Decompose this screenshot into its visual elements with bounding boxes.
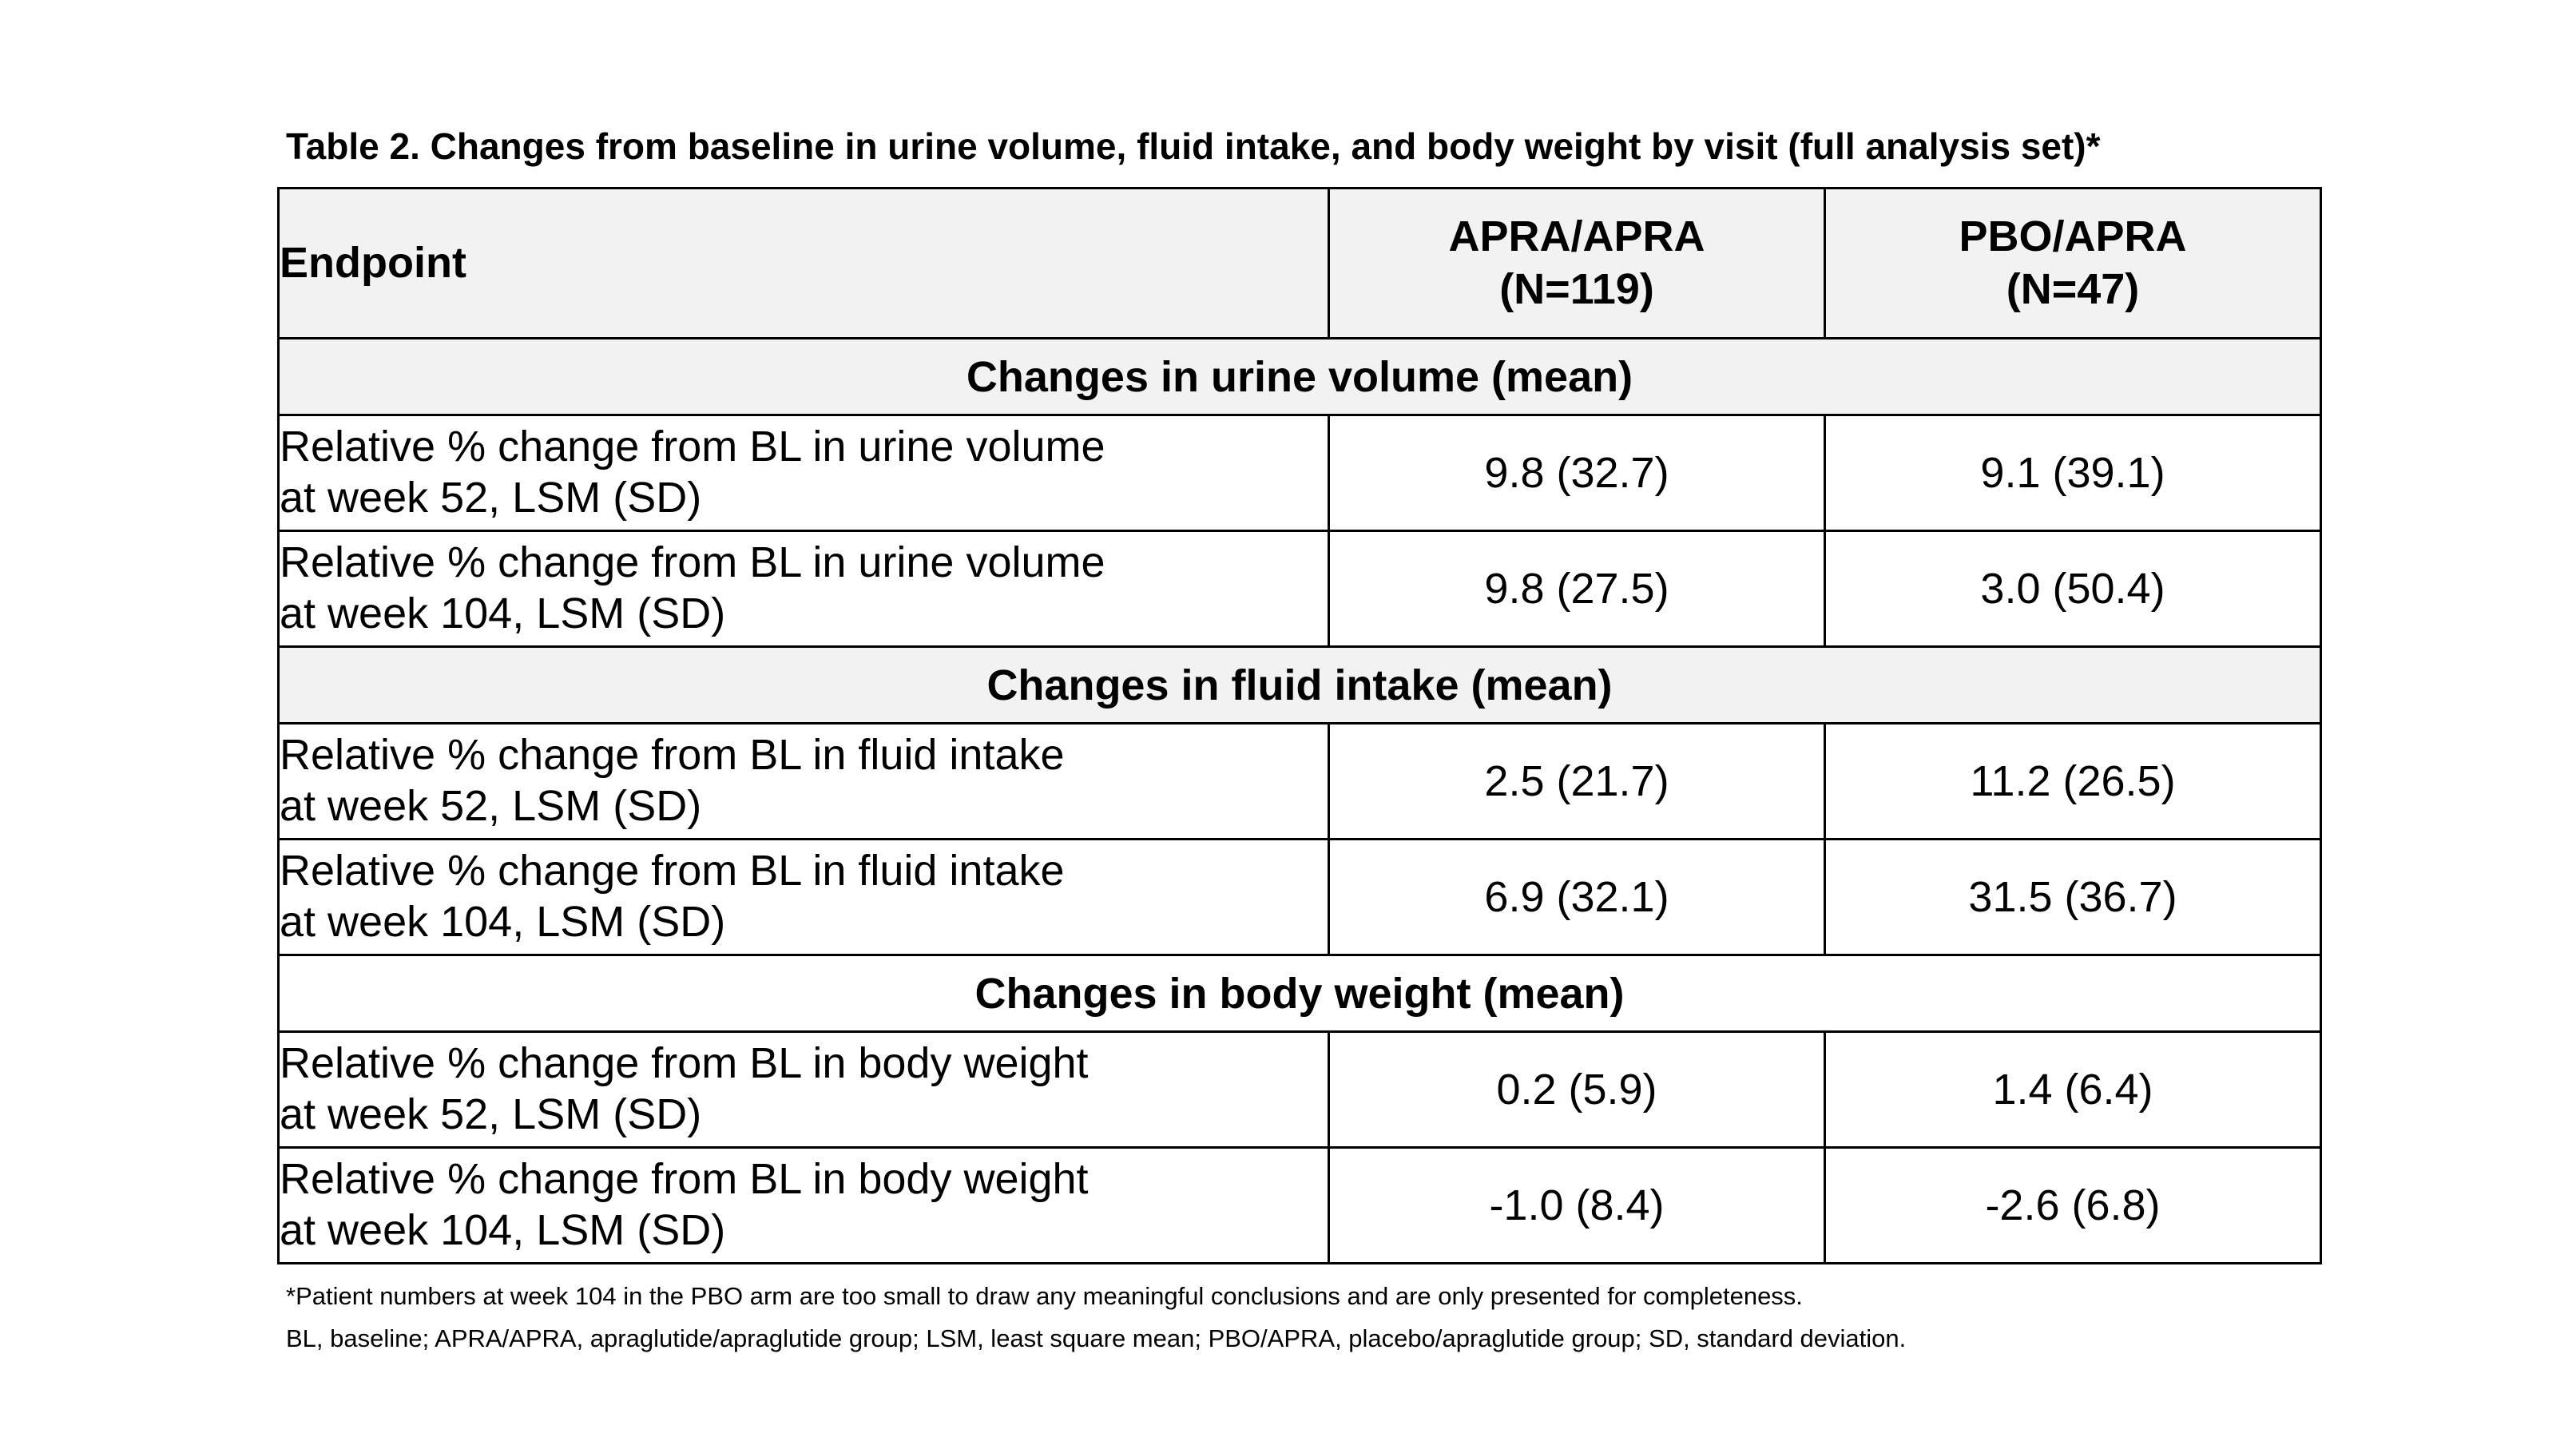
row-label-line2: at week 104, LSM (SD) [280,1206,726,1254]
section-header-fluid-intake: Changes in fluid intake (mean) [277,645,2322,724]
header-pbo-apra-n: (N=47) [2006,264,2140,313]
cell-pbo-apra: 31.5 (36.7) [1824,838,2322,956]
cell-pbo-apra: 1.4 (6.4) [1824,1030,2322,1149]
cell-pbo-apra: 9.1 (39.1) [1824,414,2322,532]
row-label-line2: at week 52, LSM (SD) [280,474,702,522]
footnote-patient-numbers: *Patient numbers at week 104 in the PBO … [286,1282,1803,1310]
cell-pbo-apra: 11.2 (26.5) [1824,722,2322,840]
header-endpoint: Endpoint [277,187,1330,339]
row-label-line1: Relative % change from BL in fluid intak… [280,847,1065,895]
header-pbo-apra: PBO/APRA (N=47) [1824,187,2322,339]
table-row: Relative % change from BL in body weight… [277,1146,2322,1264]
table-row: Relative % change from BL in body weight… [277,1030,2322,1149]
table-row: Relative % change from BL in fluid intak… [277,722,2322,840]
row-label-line2: at week 104, LSM (SD) [280,898,726,946]
header-apra-apra-n: (N=119) [1499,264,1654,313]
row-label-line2: at week 104, LSM (SD) [280,590,726,637]
section-title: Changes in body weight (mean) [277,954,2322,1033]
table-row: Relative % change from BL in fluid intak… [277,838,2322,956]
cell-apra-apra: -1.0 (8.4) [1328,1146,1826,1264]
table-header-row: Endpoint APRA/APRA (N=119) PBO/APRA (N=4… [277,187,2322,339]
header-pbo-apra-name: PBO/APRA [1959,212,2187,260]
row-label: Relative % change from BL in urine volum… [277,414,1330,532]
row-label-line1: Relative % change from BL in urine volum… [280,423,1105,471]
header-apra-apra: APRA/APRA (N=119) [1328,187,1826,339]
cell-apra-apra: 6.9 (32.1) [1328,838,1826,956]
header-apra-apra-name: APRA/APRA [1448,212,1705,260]
section-title: Changes in fluid intake (mean) [277,645,2322,724]
row-label: Relative % change from BL in urine volum… [277,530,1330,648]
row-label: Relative % change from BL in body weight… [277,1146,1330,1264]
row-label: Relative % change from BL in fluid intak… [277,838,1330,956]
section-title: Changes in urine volume (mean) [277,337,2322,416]
row-label-line1: Relative % change from BL in fluid intak… [280,731,1065,780]
footnote-abbreviations: BL, baseline; APRA/APRA, apraglutide/apr… [286,1324,1907,1352]
row-label: Relative % change from BL in body weight… [277,1030,1330,1149]
cell-apra-apra: 2.5 (21.7) [1328,722,1826,840]
cell-pbo-apra: 3.0 (50.4) [1824,530,2322,648]
row-label: Relative % change from BL in fluid intak… [277,722,1330,840]
row-label-line1: Relative % change from BL in body weight [280,1039,1089,1088]
row-label-line1: Relative % change from BL in urine volum… [280,538,1105,587]
table-row: Relative % change from BL in urine volum… [277,414,2322,532]
row-label-line1: Relative % change from BL in body weight [280,1155,1089,1204]
results-table: Endpoint APRA/APRA (N=119) PBO/APRA (N=4… [277,187,2322,1264]
table-row: Relative % change from BL in urine volum… [277,530,2322,648]
cell-apra-apra: 0.2 (5.9) [1328,1030,1826,1149]
section-header-body-weight: Changes in body weight (mean) [277,954,2322,1033]
cell-apra-apra: 9.8 (27.5) [1328,530,1826,648]
cell-pbo-apra: -2.6 (6.8) [1824,1146,2322,1264]
row-label-line2: at week 52, LSM (SD) [280,1090,702,1138]
table-caption: Table 2. Changes from baseline in urine … [286,125,2101,167]
section-header-urine-volume: Changes in urine volume (mean) [277,337,2322,416]
cell-apra-apra: 9.8 (32.7) [1328,414,1826,532]
row-label-line2: at week 52, LSM (SD) [280,782,702,830]
